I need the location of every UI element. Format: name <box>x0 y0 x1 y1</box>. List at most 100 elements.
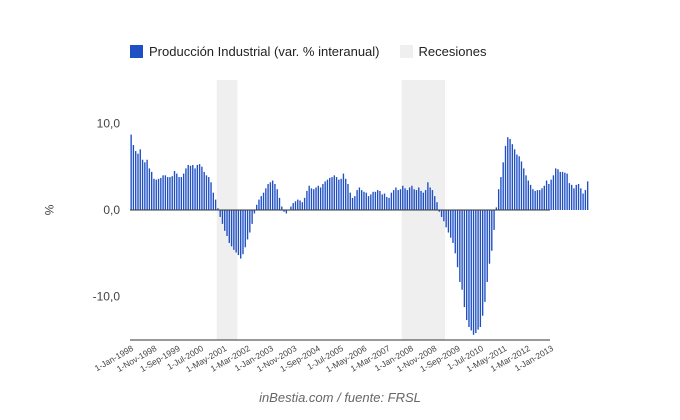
bar <box>440 210 443 217</box>
bar <box>463 210 466 308</box>
bar <box>361 190 363 210</box>
bar <box>543 185 545 210</box>
bar <box>148 168 151 210</box>
bar <box>459 210 461 282</box>
bar <box>541 188 543 210</box>
bar <box>219 210 221 217</box>
bar <box>139 149 141 210</box>
bar <box>374 191 377 210</box>
bar <box>397 190 399 210</box>
bar <box>246 210 249 240</box>
bar <box>210 182 212 210</box>
bar <box>162 175 164 210</box>
bar <box>504 145 507 210</box>
bar <box>258 199 260 210</box>
legend-label-recessions: Recesiones <box>418 43 487 59</box>
bar <box>525 175 527 210</box>
bar <box>224 210 226 231</box>
bar <box>251 210 253 224</box>
bar <box>144 162 146 210</box>
bar <box>233 210 235 250</box>
bar <box>358 187 361 210</box>
bar <box>180 177 183 210</box>
bar <box>333 175 335 210</box>
legend-swatch-production <box>130 44 143 58</box>
bar <box>196 164 199 210</box>
bar <box>198 164 201 210</box>
legend-label-production: Producción Industrial (var. % interanual… <box>149 43 380 59</box>
bar <box>422 192 424 210</box>
bar <box>529 184 532 210</box>
bar <box>253 210 256 214</box>
bar <box>228 210 230 243</box>
bar <box>335 177 338 210</box>
chart-legend: Producción Industrial (var. % interanual… <box>130 42 506 60</box>
bar <box>317 185 319 210</box>
bar <box>313 189 315 210</box>
bar <box>326 179 329 210</box>
bar <box>475 210 477 334</box>
bar <box>479 210 482 327</box>
bar <box>379 190 381 210</box>
bar <box>390 192 393 210</box>
bar <box>532 189 534 210</box>
bar <box>262 192 265 210</box>
bar <box>539 190 541 210</box>
bar <box>420 190 422 210</box>
legend-item-production[interactable]: Producción Industrial (var. % interanual… <box>130 44 380 59</box>
bar <box>488 210 491 264</box>
bar <box>260 196 262 210</box>
bar <box>315 187 317 210</box>
bar <box>466 210 468 321</box>
bar <box>132 145 135 210</box>
bar <box>557 169 559 210</box>
bar <box>146 159 148 210</box>
bar <box>516 154 518 210</box>
bar <box>155 179 157 210</box>
bar <box>235 210 237 253</box>
bar <box>349 192 351 210</box>
bar <box>477 210 479 330</box>
bar <box>552 175 555 210</box>
bar <box>187 164 189 210</box>
bar <box>308 185 310 210</box>
bar <box>545 180 548 210</box>
bar <box>386 197 388 210</box>
bar <box>340 178 342 210</box>
bar <box>443 210 445 222</box>
bar <box>322 184 324 210</box>
bar <box>445 210 447 228</box>
bar <box>237 210 240 256</box>
bar <box>392 190 395 210</box>
bar <box>363 191 365 210</box>
bar <box>550 179 552 210</box>
bar <box>281 206 283 210</box>
bar <box>182 173 185 210</box>
bar <box>404 188 406 210</box>
legend-item-recessions[interactable]: Recesiones <box>399 43 487 59</box>
bar <box>534 190 536 210</box>
bar <box>584 190 587 210</box>
bar <box>205 175 208 210</box>
bar <box>564 172 566 210</box>
bar <box>486 210 488 282</box>
bar <box>402 185 404 210</box>
bar <box>447 210 450 233</box>
bar <box>230 210 233 247</box>
bar <box>502 162 504 210</box>
bar <box>141 159 144 210</box>
bar <box>509 138 511 210</box>
bar <box>212 192 214 210</box>
bar <box>265 188 267 210</box>
bar <box>367 196 370 210</box>
chart-footer-source: inBestia.com / fuente: FRSL <box>259 390 421 405</box>
bar <box>429 187 431 210</box>
bar <box>452 210 454 243</box>
bar <box>329 177 331 210</box>
bar <box>249 210 251 233</box>
bar <box>153 178 155 210</box>
bar <box>481 210 484 316</box>
bar <box>415 190 418 210</box>
bar <box>137 153 139 210</box>
bar <box>306 190 308 210</box>
